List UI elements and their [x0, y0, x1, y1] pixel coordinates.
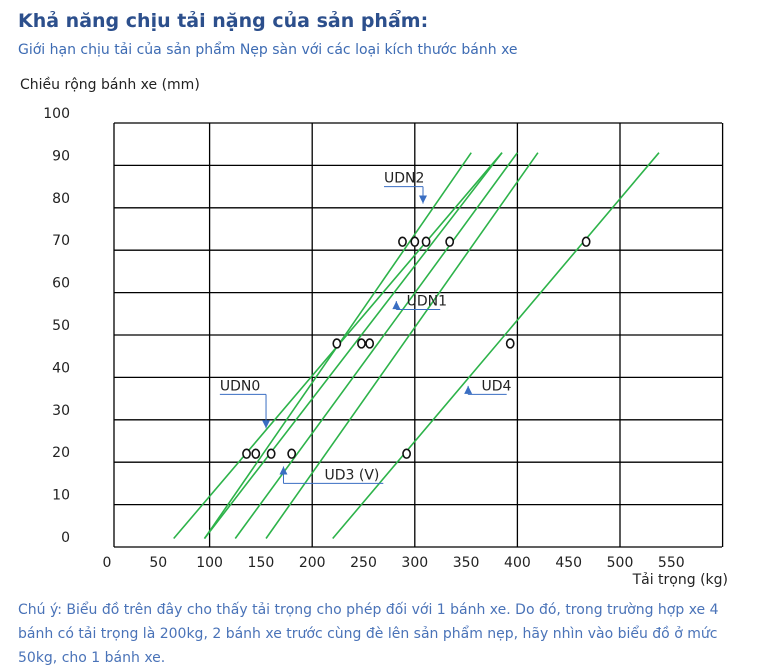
series-lines	[173, 152, 660, 540]
y-tick-label: 80	[52, 191, 70, 207]
series-line	[203, 152, 503, 540]
x-tick-label: 300	[401, 555, 428, 571]
y-tick-label: 60	[52, 276, 70, 292]
x-tick-label: 50	[149, 555, 167, 571]
series-line	[265, 152, 539, 539]
wheel-load-chart: 0 50 100 150 200 250 300 350 400 450 500 550 0 10 20 3…	[20, 76, 728, 588]
x-tick-label: 0	[103, 555, 112, 571]
series-line	[332, 152, 660, 540]
data-point	[505, 338, 515, 349]
y-tick-label: 70	[52, 233, 70, 249]
y-tick-label: 100	[43, 106, 70, 122]
y-tick-label: 20	[52, 445, 70, 461]
chart-note: Chú ý: Biểu đồ trên đây cho thấy tải trọ…	[18, 602, 719, 666]
x-tick-labels: 0 50 100 150 200 250 300 350 400 450 500 550	[103, 555, 685, 571]
x-tick-label: 100	[196, 555, 223, 571]
data-point	[410, 236, 420, 247]
series-annotations: UDN0 UDN1 UDN2 UD3 (V) UD4	[219, 171, 512, 484]
x-tick-label: 250	[350, 555, 377, 571]
x-tick-label: 550	[658, 555, 685, 571]
data-point	[421, 236, 431, 247]
y-tick-label: 30	[52, 403, 70, 419]
x-tick-label: 450	[555, 555, 582, 571]
x-axis-label: Tải trọng (kg)	[632, 572, 728, 588]
y-tick-label: 50	[52, 318, 70, 334]
chart-grid	[113, 122, 724, 548]
data-point	[266, 448, 276, 459]
chart-subtitle: Giới hạn chịu tải của sản phẩm Nẹp sàn v…	[18, 42, 518, 58]
data-point	[242, 448, 251, 459]
y-axis-label: Chiều rộng bánh xe (mm)	[20, 76, 200, 93]
data-point	[402, 448, 411, 459]
x-tick-label: 350	[453, 555, 480, 571]
annotation-arrow-head	[262, 420, 271, 429]
y-tick-label: 40	[52, 360, 70, 376]
y-tick-label: 0	[61, 530, 70, 546]
data-point	[445, 236, 455, 247]
y-tick-label: 90	[52, 148, 70, 164]
annotation-label: UD4	[481, 378, 511, 394]
y-tick-labels: 0 10 20 30 40 50 60 70 80 90 100	[43, 106, 70, 546]
annotation-arrow-head	[279, 466, 288, 475]
y-tick-label: 10	[52, 488, 70, 504]
data-point	[357, 338, 366, 349]
data-points	[242, 236, 591, 459]
x-tick-label: 200	[299, 555, 326, 571]
data-point	[365, 338, 375, 349]
data-point	[332, 338, 342, 349]
annotation-label: UD3 (V)	[325, 467, 380, 483]
annotation-label: UDN2	[384, 171, 424, 187]
x-tick-label: 500	[607, 555, 634, 571]
data-point	[398, 236, 407, 247]
data-point	[251, 448, 261, 459]
annotation-label: UDN0	[220, 378, 260, 394]
chart-title: Khả năng chịu tải nặng của sản phẩm:	[18, 10, 429, 32]
data-point	[581, 236, 591, 247]
annotation-arrow-head	[419, 195, 428, 204]
data-point	[287, 448, 297, 459]
annotation-arrow-head	[392, 301, 401, 310]
annotation-arrow-head	[464, 385, 473, 394]
x-tick-label: 400	[504, 555, 531, 571]
x-tick-label: 150	[248, 555, 275, 571]
annotation-label: UDN1	[407, 294, 447, 310]
